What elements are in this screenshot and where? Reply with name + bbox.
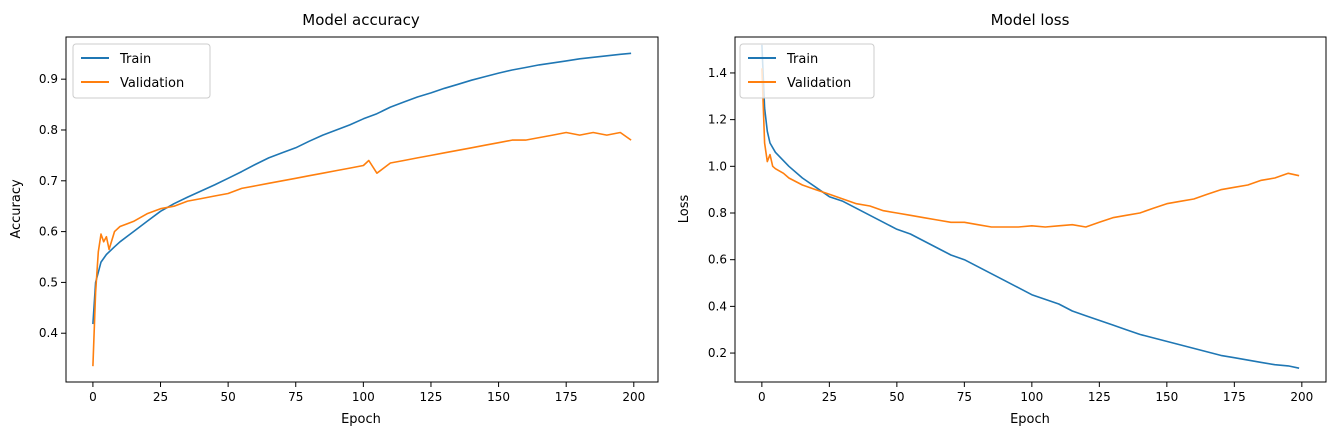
series-line-validation	[761, 68, 1300, 228]
x-tick-label: 200	[1290, 390, 1313, 404]
y-tick-label: 1.0	[708, 159, 727, 173]
x-axis-label: Epoch	[1010, 412, 1050, 427]
y-tick-label: 1.4	[708, 66, 727, 80]
x-axis-ticks: 0 25 50 75 100 125 150 175 200	[758, 382, 1313, 404]
series-line-validation	[92, 131, 632, 367]
legend: Train Validation	[739, 43, 875, 99]
y-axis-ticks: 0.2 0.4 0.6 0.8 1.0 1.2 1.4	[708, 66, 735, 360]
plot-area	[761, 44, 1300, 369]
x-tick-label: 0	[758, 390, 766, 404]
y-tick-label: 0.9	[39, 72, 58, 86]
accuracy-chart: Model accuracy 0 25 50 75 100 125 150 175 200 0.…	[9, 11, 659, 427]
x-tick-label: 25	[153, 390, 168, 404]
chart-title: Model accuracy	[302, 11, 420, 29]
series-line-train	[92, 52, 632, 325]
series-line-train	[761, 44, 1300, 369]
y-tick-label: 0.8	[39, 123, 58, 137]
x-tick-label: 75	[957, 390, 972, 404]
chart-title: Model loss	[991, 11, 1070, 29]
legend-label-validation: Validation	[120, 76, 184, 91]
y-tick-label: 0.2	[708, 346, 727, 360]
y-axis-ticks: 0.4 0.5 0.6 0.7 0.8 0.9	[39, 72, 66, 340]
x-tick-label: 50	[220, 390, 235, 404]
x-tick-label: 175	[555, 390, 578, 404]
x-tick-label: 25	[822, 390, 837, 404]
x-tick-label: 125	[420, 390, 443, 404]
plot-area	[92, 52, 632, 367]
x-tick-label: 100	[1020, 390, 1043, 404]
x-tick-label: 175	[1223, 390, 1246, 404]
y-tick-label: 0.5	[39, 275, 58, 289]
loss-chart: Model loss 0 25 50 75 100 125 150 175 200 0.2 0.4…	[677, 11, 1327, 427]
x-tick-label: 150	[487, 390, 510, 404]
axes-frame	[65, 36, 659, 383]
y-tick-label: 0.6	[708, 253, 727, 267]
legend-label-validation: Validation	[787, 76, 851, 91]
y-tick-label: 0.8	[708, 206, 727, 220]
legend-label-train: Train	[786, 52, 818, 67]
x-tick-label: 100	[352, 390, 375, 404]
legend: Train Validation	[72, 43, 211, 99]
x-axis-ticks: 0 25 50 75 100 125 150 175 200	[89, 382, 645, 404]
x-axis-label: Epoch	[341, 412, 381, 427]
x-tick-label: 0	[89, 390, 97, 404]
x-tick-label: 125	[1088, 390, 1111, 404]
y-axis-label: Loss	[677, 195, 692, 224]
legend-label-train: Train	[119, 52, 151, 67]
y-tick-label: 0.4	[39, 326, 58, 340]
y-tick-label: 1.2	[708, 113, 727, 127]
axes-frame	[734, 36, 1327, 383]
x-tick-label: 200	[622, 390, 645, 404]
x-tick-label: 150	[1155, 390, 1178, 404]
y-axis-label: Accuracy	[9, 179, 24, 239]
x-tick-label: 75	[288, 390, 303, 404]
y-tick-label: 0.6	[39, 225, 58, 239]
y-tick-label: 0.4	[708, 299, 727, 313]
y-tick-label: 0.7	[39, 174, 58, 188]
x-tick-label: 50	[889, 390, 904, 404]
